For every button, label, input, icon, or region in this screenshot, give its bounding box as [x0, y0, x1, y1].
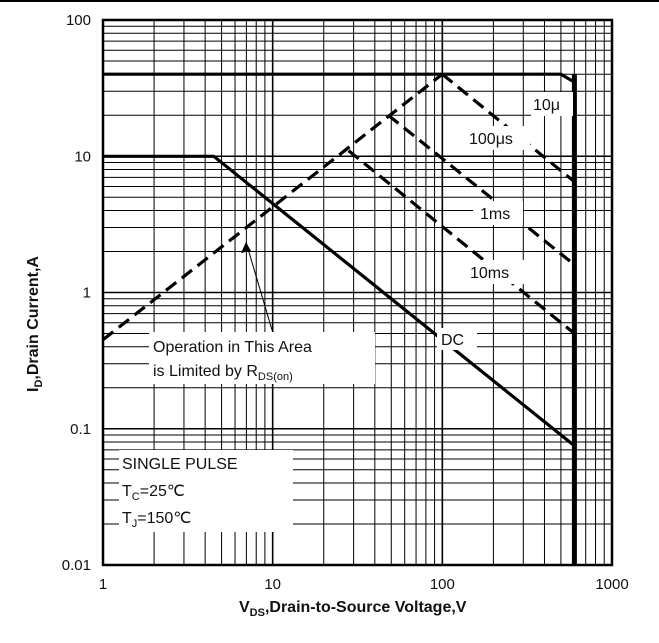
label-10ms-bg	[466, 260, 524, 284]
rds-note-bg	[149, 332, 375, 384]
pulse-title: SINGLE PULSE	[122, 456, 238, 473]
plot-frame	[101, 18, 614, 567]
tc-condition: TC=25℃	[122, 483, 185, 503]
label-10ms: 10ms	[470, 265, 509, 282]
y-tick-label: 100	[66, 12, 91, 29]
series-upper-limit	[103, 72, 576, 84]
x-tick-label: 100	[430, 576, 455, 593]
y-axis-title: ID,Drain Current,A	[25, 256, 45, 392]
y-tick-label: 0.01	[62, 557, 91, 574]
x-axis-title: VDS,Drain-to-Source Voltage,V	[239, 599, 467, 619]
series-1ms	[347, 149, 576, 335]
series-rds-limit	[102, 72, 444, 341]
label-100us-bg	[466, 126, 530, 150]
top-rule	[0, 0, 659, 2]
label-10us: 10μ	[533, 97, 560, 114]
rds-note-arrow	[245, 241, 273, 331]
y-tick-label: 10	[74, 148, 91, 165]
tj-condition: TJ=150℃	[122, 510, 191, 530]
x-tick-label: 10	[264, 576, 281, 593]
rds-note-line1: Operation in This Area	[153, 339, 312, 356]
x-tick-label: 1000	[595, 576, 628, 593]
rds-note-arrowhead	[241, 242, 251, 253]
tick-labels: 1 10 100 1000 100 10 1 0.1 0.01	[62, 12, 629, 593]
y-tick-label: 0.1	[70, 421, 91, 438]
series-dc	[103, 154, 576, 448]
label-10us-bg	[531, 92, 573, 116]
label-100us: 100μs	[469, 131, 513, 148]
y-tick-label: 1	[83, 285, 91, 302]
label-dc-bg	[437, 328, 477, 350]
label-1ms-bg	[473, 201, 523, 225]
rds-note-line2: is Limited by RDS(on)	[153, 363, 293, 383]
x-tick-label: 1	[99, 576, 107, 593]
label-dc: DC	[441, 332, 464, 349]
label-1ms: 1ms	[480, 206, 510, 223]
pulse-note-bg	[119, 450, 293, 532]
